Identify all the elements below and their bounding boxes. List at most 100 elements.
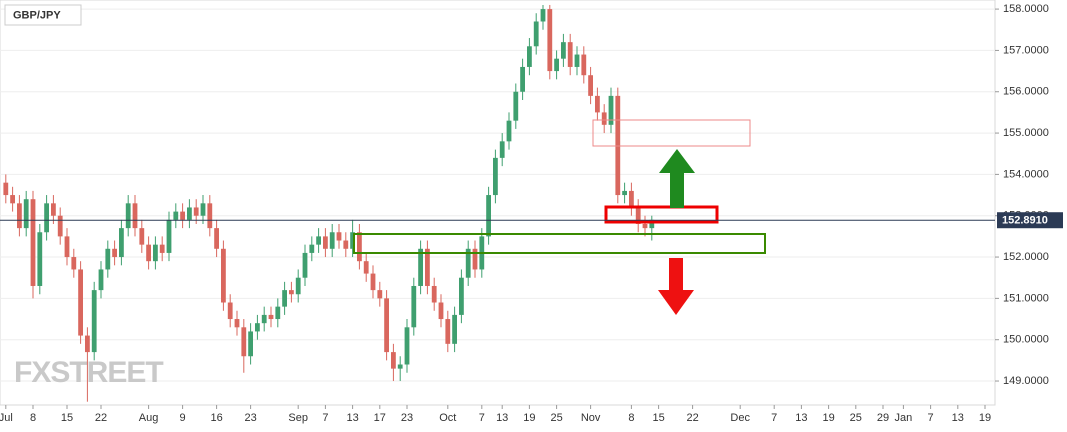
candle-body — [404, 327, 410, 365]
y-tick-label: 152.0000 — [1003, 251, 1049, 263]
candle-body — [588, 75, 593, 96]
candle-body — [574, 54, 580, 67]
y-tick-label: 155.0000 — [1003, 127, 1049, 139]
candle-body — [214, 228, 219, 249]
x-tick-label: 7 — [928, 412, 934, 424]
candle-body — [241, 327, 247, 357]
down-arrow-head — [658, 290, 694, 315]
candle-body — [302, 252, 308, 278]
candle-body — [3, 182, 9, 196]
candle-body — [119, 228, 124, 258]
candles — [3, 4, 655, 402]
x-tick-label: Aug — [139, 412, 159, 424]
y-tick-label: 151.0000 — [1003, 292, 1049, 304]
candle-body — [30, 199, 36, 286]
candle-body — [10, 195, 15, 204]
x-tick-label: Dec — [730, 412, 750, 424]
symbol-box — [4, 4, 82, 26]
candle-body — [540, 9, 546, 22]
candle-body — [425, 248, 430, 286]
x-tick-label: 15 — [61, 412, 73, 424]
candle-body — [166, 219, 172, 253]
candle-body — [629, 190, 634, 208]
candle-body — [159, 244, 165, 253]
up-arrow-head — [659, 149, 695, 173]
candle-body — [595, 95, 600, 113]
candle-body — [601, 112, 607, 125]
candle-body — [17, 203, 22, 229]
candle-body — [384, 298, 389, 353]
x-tick-label: 7 — [771, 412, 777, 424]
candle-body — [459, 277, 464, 315]
candle-body — [275, 306, 281, 320]
candle-body — [173, 211, 179, 220]
y-tick-label: 158.0000 — [1003, 3, 1049, 15]
candle-body — [465, 248, 471, 278]
candle-body — [608, 95, 614, 125]
candle-body — [343, 240, 349, 249]
candle-body — [486, 195, 491, 237]
x-tick-label: 8 — [628, 412, 634, 424]
x-tick-label: 13 — [952, 412, 964, 424]
candle-body — [370, 273, 376, 291]
candle-body — [533, 21, 539, 47]
candle-body — [37, 232, 43, 286]
candle-body — [64, 236, 70, 258]
candle-body — [51, 203, 56, 216]
x-tick-label: Jan — [895, 412, 913, 424]
candle-body — [411, 285, 417, 328]
y-tick-label: 156.0000 — [1003, 86, 1049, 98]
candle-body — [132, 203, 138, 229]
x-tick-label: 19 — [822, 412, 834, 424]
candle-body — [363, 261, 369, 274]
candle-body — [295, 277, 301, 295]
x-tick-label: 8 — [30, 412, 36, 424]
candle-body — [472, 248, 478, 270]
candle-body — [85, 335, 90, 353]
x-tick-label: 25 — [850, 412, 862, 424]
x-tick-label: Sep — [288, 412, 308, 424]
candle-body — [309, 244, 315, 253]
candle-body — [391, 352, 396, 369]
x-tick-label: 23 — [401, 412, 413, 424]
candle-body — [221, 248, 226, 303]
last-price-box — [997, 212, 1063, 229]
candle-body — [282, 290, 287, 307]
down-arrow-shaft — [669, 258, 683, 291]
candle-body — [615, 95, 621, 196]
x-tick-label: Jul — [0, 412, 13, 424]
candle-body — [513, 91, 519, 121]
x-tick-label: 13 — [346, 412, 358, 424]
x-tick-label: 9 — [180, 412, 186, 424]
x-tick-label: 17 — [374, 412, 386, 424]
candle-body — [499, 141, 505, 158]
candle-body — [234, 319, 240, 328]
candle-body — [261, 314, 267, 324]
resistance-zone — [592, 119, 751, 147]
candle-body — [98, 269, 104, 291]
x-tick-label: 25 — [550, 412, 562, 424]
x-tick-label: 22 — [686, 412, 698, 424]
candle-body — [187, 207, 192, 220]
x-tick-label: 16 — [210, 412, 222, 424]
candle-body — [57, 215, 63, 237]
candle-body — [506, 120, 512, 142]
y-tick-label: 149.0000 — [1003, 375, 1049, 387]
candle-body — [112, 248, 117, 258]
candle-body — [635, 207, 641, 224]
candle-body — [193, 207, 199, 216]
y-tick-label: 150.0000 — [1003, 334, 1049, 346]
candle-body — [547, 9, 553, 72]
x-tick-label: 13 — [795, 412, 807, 424]
candle-body — [153, 244, 158, 262]
candle-body — [520, 66, 525, 92]
candle-body — [561, 42, 566, 59]
x-tick-label: 19 — [523, 412, 535, 424]
candle-body — [452, 314, 457, 344]
candle-body — [357, 232, 362, 262]
candle-body — [23, 199, 29, 229]
x-tick-label: Nov — [581, 412, 601, 424]
x-tick-label: 7 — [479, 412, 485, 424]
candle-body — [397, 364, 403, 369]
